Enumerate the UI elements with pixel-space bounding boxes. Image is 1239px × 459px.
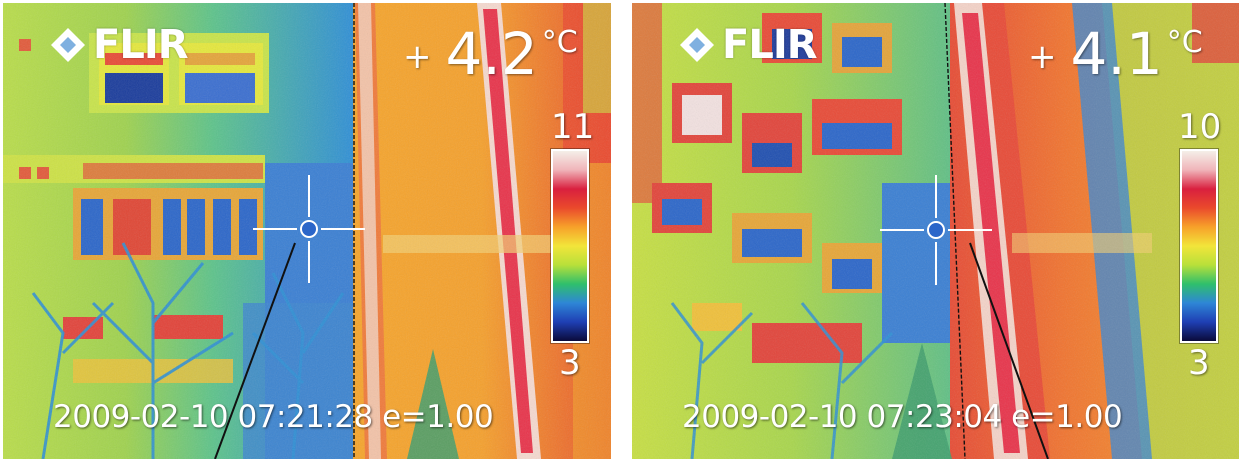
flir-logo: FLIR	[51, 25, 188, 65]
flir-diamond-icon	[51, 28, 85, 62]
crosshair-overlay-right	[880, 3, 1049, 459]
spot-crosshair-icon	[253, 175, 365, 283]
thermal-scene-left	[3, 3, 611, 459]
annotation-line-left	[214, 242, 296, 459]
thermal-image-left: FLIR + 4.2 °C 11 3 2009-02-10 07:21:28 e…	[3, 3, 611, 459]
annotation-line-right	[969, 242, 1049, 459]
flir-logo: FLIR	[680, 25, 817, 65]
temperature-scale-bar	[551, 149, 589, 343]
timestamp-emissivity: 2009-02-10 07:21:28 e=1.00	[53, 399, 494, 435]
temperature-unit: °C	[541, 25, 578, 60]
temperature-unit: °C	[1166, 25, 1203, 60]
temperature-value: 4.2	[445, 20, 538, 88]
spot-temperature-readout: + 4.2 °C	[403, 25, 578, 83]
crosshair-overlay-left	[214, 3, 365, 459]
flir-diamond-icon	[680, 28, 714, 62]
scale-min-label: 3	[559, 343, 581, 383]
scale-min-label: 3	[1188, 343, 1210, 383]
scale-max-label: 10	[1178, 107, 1222, 147]
logo-text: FLIR	[722, 22, 817, 68]
thermal-scene-right	[632, 3, 1239, 459]
temperature-sign: +	[403, 37, 432, 77]
temperature-scale-bar	[1180, 149, 1218, 343]
timestamp-emissivity: 2009-02-10 07:23:04 e=1.00	[682, 399, 1123, 435]
spot-temperature-readout: + 4.1 °C	[1028, 25, 1203, 83]
scale-max-label: 11	[551, 107, 595, 147]
spot-crosshair-icon	[880, 175, 992, 285]
temperature-sign: +	[1028, 37, 1057, 77]
temperature-value: 4.1	[1070, 20, 1163, 88]
thermal-image-right: FLIR + 4.1 °C 10 3 2009-02-10 07:23:04 e…	[632, 3, 1239, 459]
logo-text: FLIR	[93, 22, 188, 68]
